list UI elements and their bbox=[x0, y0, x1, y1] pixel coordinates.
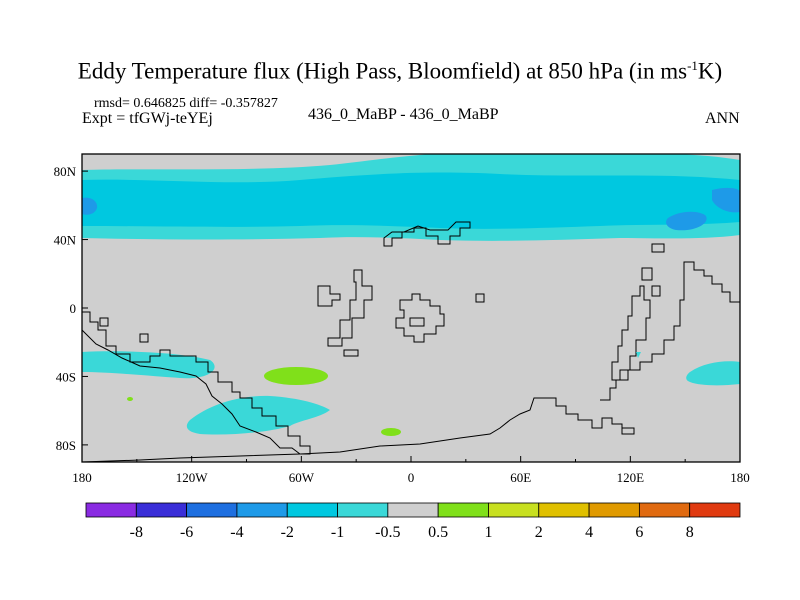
colorbar-label: 2 bbox=[535, 524, 543, 541]
sh-band-pacific bbox=[82, 351, 215, 379]
coast-antarctica bbox=[82, 397, 635, 462]
coast-small-island-3 bbox=[475, 293, 485, 303]
colorbar-swatch bbox=[588, 502, 640, 518]
colorbar-swatch bbox=[387, 502, 439, 518]
marker-east-patch bbox=[636, 352, 641, 358]
colorbar-label: 1 bbox=[484, 524, 492, 541]
comparison-label: 436_0_MaBP - 436_0_MaBP bbox=[308, 106, 499, 123]
colorbar-swatch bbox=[236, 502, 288, 518]
coast-east-continent bbox=[600, 261, 740, 401]
nh-dark-core-west bbox=[82, 197, 98, 215]
colorbar-swatch bbox=[85, 502, 137, 518]
x-tick-label: 60E bbox=[510, 470, 531, 485]
x-tick-label: 180 bbox=[72, 470, 92, 485]
coast-africa-like bbox=[395, 293, 445, 343]
chart-title-end: K) bbox=[697, 58, 723, 84]
nh-dark-core-far-east bbox=[712, 187, 740, 213]
x-tick-label: 60W bbox=[289, 470, 315, 485]
coastlines bbox=[82, 221, 740, 462]
colorbar: -8 -6 -4 -2 -1 -0.5 0.5 1 2 4 6 8 bbox=[85, 502, 741, 541]
y-axis: 80N 40N 0 40S 80S bbox=[54, 164, 88, 453]
nh-dark-core-east bbox=[666, 211, 707, 231]
y-tick-label: 80N bbox=[54, 164, 77, 179]
colorbar-swatch bbox=[689, 502, 741, 518]
coast-central-continent bbox=[327, 269, 373, 347]
colorbar-swatch bbox=[638, 502, 691, 518]
x-axis: 180 120W 60W 0 60E 120E 180 bbox=[72, 456, 750, 485]
x-tick-label: 0 bbox=[408, 470, 415, 485]
nh-band-core bbox=[82, 172, 740, 229]
y-tick-label: 40N bbox=[54, 233, 77, 248]
colorbar-label: -8 bbox=[130, 524, 143, 541]
field-layer bbox=[82, 154, 740, 436]
coast-small-island-1 bbox=[99, 317, 109, 327]
coast-south-america bbox=[82, 311, 311, 455]
x-tick-label: 120W bbox=[176, 470, 209, 485]
colorbar-label: -0.5 bbox=[375, 524, 400, 541]
x-tick-label: 120E bbox=[617, 470, 645, 485]
colorbar-swatch bbox=[135, 502, 188, 518]
chart-title: Eddy Temperature flux (High Pass, Bloomf… bbox=[0, 58, 800, 85]
stats-label: rmsd= 0.646825 diff= -0.357827 bbox=[94, 96, 278, 111]
colorbar-label: 4 bbox=[585, 524, 593, 541]
coast-east-small-1 bbox=[641, 267, 653, 281]
colorbar-swatch bbox=[337, 502, 389, 518]
season-label: ANN bbox=[705, 110, 740, 127]
colorbar-swatch bbox=[186, 502, 238, 518]
y-tick-label: 40S bbox=[56, 369, 76, 384]
colorbar-swatch bbox=[286, 502, 338, 518]
sh-positive-patch-2 bbox=[381, 428, 401, 436]
coast-north-continent bbox=[383, 221, 471, 247]
coast-west-island bbox=[317, 285, 341, 307]
colorbar-label: -2 bbox=[281, 524, 294, 541]
colorbar-swatch bbox=[488, 502, 540, 518]
experiment-label: Expt = tfGWj-teYEj bbox=[82, 110, 213, 127]
coast-east-small-2 bbox=[651, 243, 665, 253]
chart-title-superscript: -1 bbox=[687, 58, 698, 73]
colorbar-label: -1 bbox=[331, 524, 344, 541]
chart-title-main: Eddy Temperature flux (High Pass, Bloomf… bbox=[77, 58, 688, 84]
colorbar-label: 8 bbox=[686, 524, 694, 541]
y-tick-label: 80S bbox=[56, 438, 76, 453]
colorbar-swatch bbox=[538, 502, 590, 518]
sh-positive-patch-3 bbox=[127, 397, 133, 401]
x-tick-label: 180 bbox=[730, 470, 750, 485]
colorbar-label: 6 bbox=[635, 524, 643, 541]
colorbar-label: -6 bbox=[180, 524, 193, 541]
colorbar-swatch bbox=[437, 502, 489, 518]
coast-central-small bbox=[343, 349, 359, 357]
colorbar-label: -4 bbox=[230, 524, 243, 541]
y-tick-label: 0 bbox=[70, 301, 77, 316]
coast-east-inner bbox=[611, 285, 651, 381]
coast-small-island-2 bbox=[139, 333, 149, 343]
sh-band-indian bbox=[686, 361, 740, 386]
sh-positive-patch-1 bbox=[264, 367, 328, 385]
colorbar-label: 0.5 bbox=[428, 524, 448, 541]
coast-east-small-3 bbox=[651, 285, 661, 297]
sh-band-south bbox=[186, 395, 330, 435]
